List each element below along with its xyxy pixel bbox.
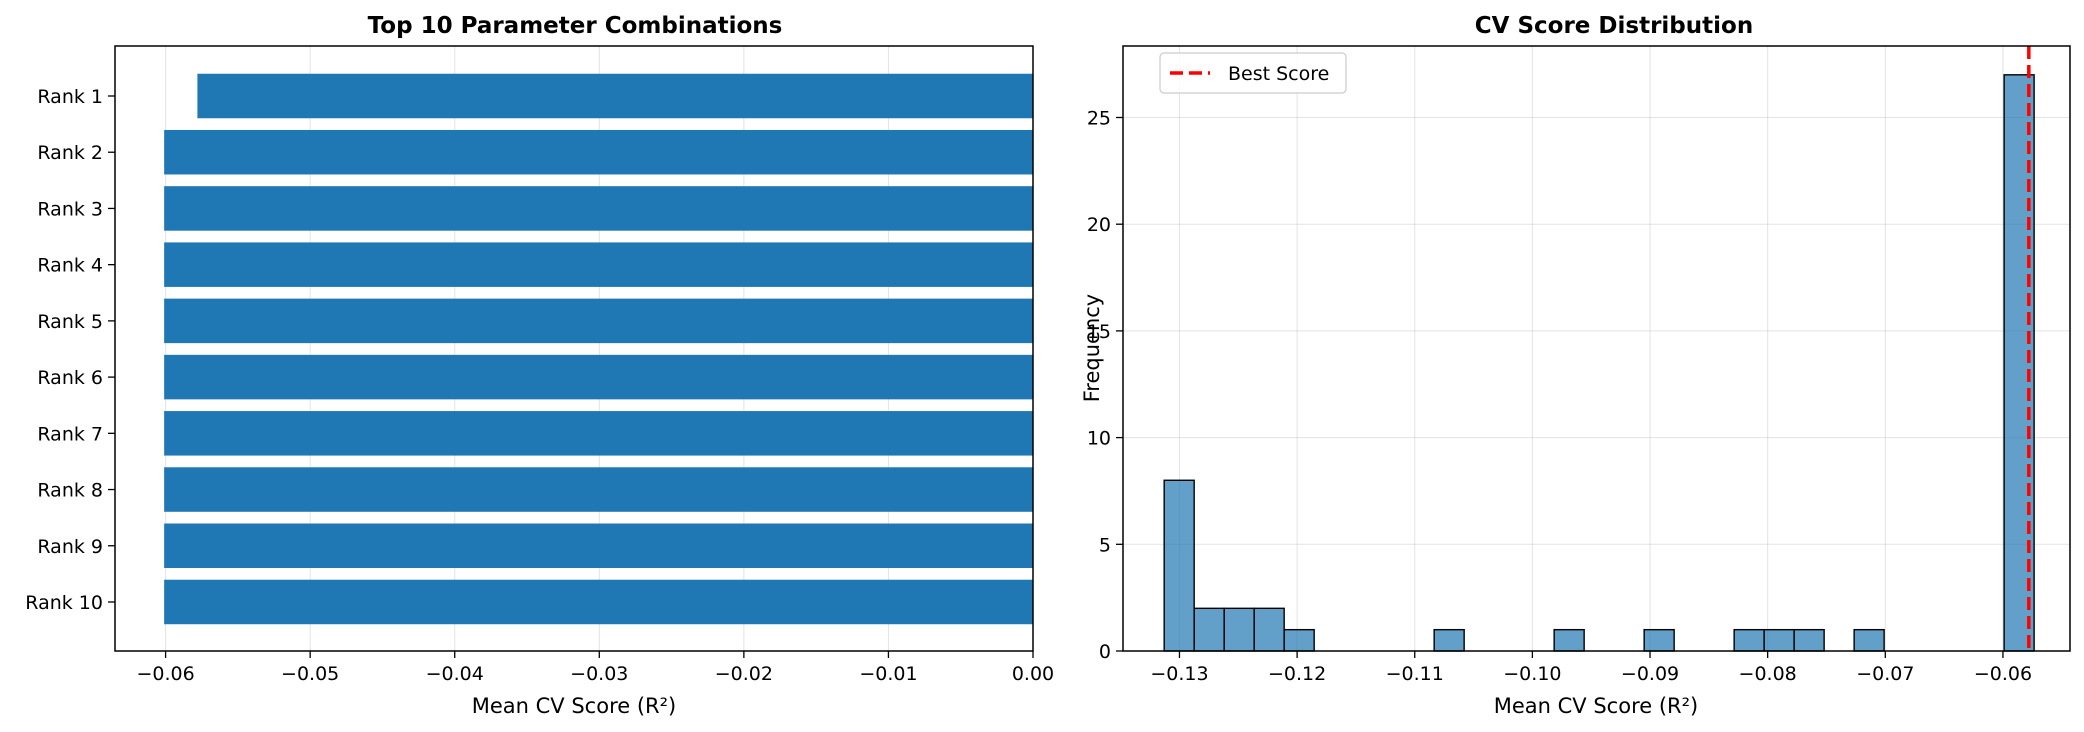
bar-rank-6 <box>164 354 1033 400</box>
bar-chart-y-tick-label: Rank 1 <box>37 86 103 108</box>
histogram-y-tick-label: 5 <box>1099 534 1111 556</box>
bar-chart-x-tick-label: −0.06 <box>136 663 194 685</box>
bar-chart-y-tick-label: Rank 8 <box>37 480 103 502</box>
histogram-x-tick-label: −0.09 <box>1621 663 1679 685</box>
histogram-y-tick-label: 20 <box>1087 214 1111 236</box>
histogram-bin <box>1643 628 1675 652</box>
bar-chart-x-tick-label: −0.02 <box>715 663 773 685</box>
histogram-x-tick-label: −0.11 <box>1386 663 1444 685</box>
histogram-bin <box>1553 628 1585 652</box>
bar-rank-10 <box>164 579 1033 625</box>
histogram-bin <box>1763 628 1795 652</box>
histogram-y-tick-label: 10 <box>1087 428 1111 450</box>
bar-chart-title: Top 10 Parameter Combinations <box>368 13 783 39</box>
bar-chart-y-tick-label: Rank 5 <box>37 311 103 333</box>
histogram-bin <box>1223 607 1255 652</box>
histogram-bin <box>1283 628 1315 652</box>
histogram-bin <box>1793 628 1825 652</box>
bar-chart-y-tick-label: Rank 6 <box>37 367 103 389</box>
histogram-x-ticks: −0.13 −0.12 −0.11 −0.10 −0.09 −0.08 −0.07 −0.06 <box>1150 651 2032 685</box>
histogram-x-tick-label: −0.10 <box>1503 663 1561 685</box>
histogram-legend: Best Score <box>1159 52 1347 94</box>
histogram-x-tick-label: −0.13 <box>1150 663 1208 685</box>
bar-chart-y-tick-label: Rank 7 <box>37 423 103 445</box>
bar-rank-8 <box>164 467 1033 512</box>
histogram-y-tick-label: 25 <box>1087 107 1111 129</box>
histogram-bin <box>1253 607 1285 652</box>
histogram-bin <box>1853 628 1885 652</box>
bar-chart-x-tick-label: 0.00 <box>1012 663 1054 685</box>
bar-chart-axes-frame <box>114 45 1034 652</box>
bar-chart-panel: Top 10 Parameter Combinations −0.06 −0.05… <box>25 13 1054 718</box>
histogram-x-tick-label: −0.08 <box>1739 663 1797 685</box>
histogram-y-label: Frequency <box>1080 294 1104 403</box>
histogram-bin <box>1433 628 1465 652</box>
bar-rank-4 <box>164 242 1033 287</box>
histogram-y-tick-label: 0 <box>1099 641 1111 663</box>
bar-chart-x-tick-label: −0.04 <box>426 663 484 685</box>
histogram-x-tick-label: −0.06 <box>1974 663 2032 685</box>
bar-chart-y-tick-label: Rank 10 <box>25 592 103 614</box>
histogram-axes-frame <box>1122 45 2071 652</box>
histogram-bin <box>1163 479 1195 652</box>
histogram-x-tick-label: −0.12 <box>1268 663 1326 685</box>
bar-chart-x-tick-label: −0.01 <box>859 663 917 685</box>
bar-chart-y-tick-label: Rank 9 <box>37 536 103 558</box>
histogram-panel: CV Score Distribution −0.13 −0.12 −0.11 −0.… <box>1080 13 2071 718</box>
histogram-title: CV Score Distribution <box>1475 13 1753 39</box>
histogram-x-tick-label: −0.07 <box>1856 663 1914 685</box>
bar-rank-1 <box>197 73 1034 119</box>
bar-chart-x-tick-label: −0.03 <box>570 663 628 685</box>
histogram-x-label: Mean CV Score (R²) <box>1494 694 1698 718</box>
bar-chart-y-ticks: Rank 1 Rank 2 Rank 3 Rank 4 Rank 5 Rank 6 Rank… <box>25 86 115 614</box>
bar-rank-3 <box>164 186 1033 231</box>
bar-chart-x-tick-label: −0.05 <box>281 663 339 685</box>
bar-rank-5 <box>164 298 1033 344</box>
histogram-bin <box>1733 628 1765 652</box>
legend-box <box>1159 52 1347 94</box>
histogram-grid <box>1123 46 2070 652</box>
bar-chart-y-tick-label: Rank 4 <box>37 255 103 277</box>
legend-best-score-label: Best Score <box>1228 63 1329 85</box>
bar-chart-bars <box>164 73 1034 625</box>
bar-rank-7 <box>164 411 1033 456</box>
histogram-y-tick-label: 15 <box>1087 321 1111 343</box>
bar-chart-x-ticks: −0.06 −0.05 −0.04 −0.03 −0.02 −0.01 0.00 <box>136 651 1054 685</box>
histogram-bin <box>1193 607 1225 652</box>
bar-rank-2 <box>164 129 1033 175</box>
bar-chart-y-tick-label: Rank 2 <box>37 142 103 164</box>
bar-chart-y-tick-label: Rank 3 <box>37 198 103 220</box>
bar-chart-x-label: Mean CV Score (R²) <box>472 694 676 718</box>
histogram-y-ticks: 0 5 10 15 20 25 <box>1087 107 1123 663</box>
bar-rank-9 <box>164 523 1033 569</box>
histogram-bars <box>1163 74 2035 652</box>
